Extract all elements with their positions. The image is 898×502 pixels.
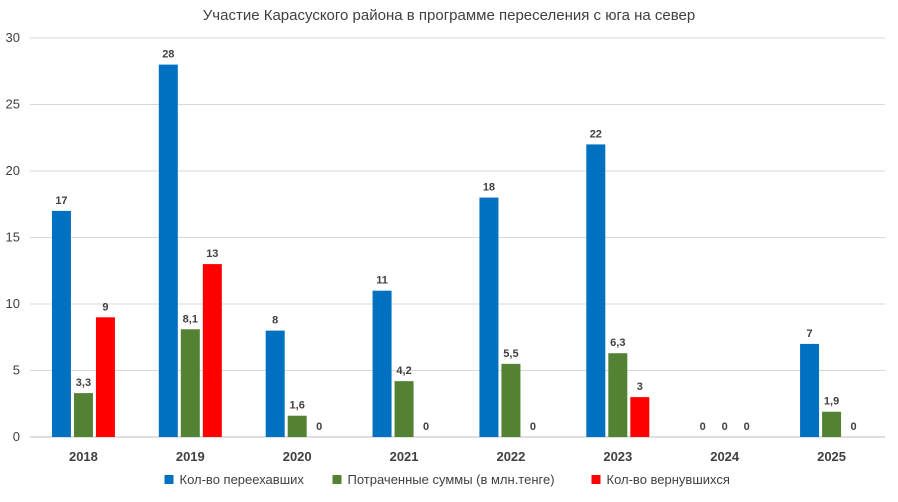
x-tick-label: 2019	[176, 449, 205, 464]
data-labels: 17 3,3 9 28 8,1 13 8 1,6 0 11 4,2 0 18 5,5 0 22 6,3 3 0 0 0 7…	[55, 49, 856, 433]
legend-label: Потраченные суммы (в млн.тенге)	[348, 472, 555, 487]
y-tick-label: 20	[6, 163, 20, 178]
legend-item: Кол-во вернувшихся	[591, 472, 730, 487]
legend-label: Кол-во переехавших	[180, 472, 305, 487]
bar	[158, 64, 178, 437]
bar	[630, 397, 650, 437]
data-label: 0	[423, 421, 429, 433]
x-tick-label: 2025	[817, 449, 846, 464]
data-label: 1,6	[290, 400, 305, 412]
bar	[95, 317, 115, 437]
y-axis-ticks: 0 5 10 15 20 25 30	[6, 30, 20, 444]
bar	[202, 264, 222, 437]
x-tick-label: 2021	[390, 449, 419, 464]
legend-swatch	[332, 475, 342, 484]
bar	[586, 144, 606, 437]
x-tick-label: 2022	[496, 449, 525, 464]
x-tick-label: 2024	[710, 449, 740, 464]
gridlines	[30, 37, 885, 438]
bar	[822, 411, 842, 437]
bar	[180, 329, 200, 437]
data-label: 8	[272, 315, 278, 327]
legend-swatch	[591, 475, 601, 484]
bar	[51, 210, 71, 437]
bar	[479, 197, 499, 437]
data-label: 18	[483, 182, 495, 194]
y-tick-label: 30	[6, 30, 20, 45]
data-label: 13	[206, 248, 218, 260]
chart-title: Участие Карасуского района в программе п…	[203, 7, 695, 24]
x-tick-label: 2020	[283, 449, 312, 464]
data-label: 17	[55, 195, 67, 207]
data-label: 28	[162, 49, 174, 61]
y-tick-label: 25	[6, 97, 20, 112]
bar	[287, 415, 307, 437]
legend-item: Кол-во переехавших	[164, 472, 305, 487]
bar	[73, 393, 93, 437]
data-label: 8,1	[183, 313, 198, 325]
data-label: 0	[700, 421, 706, 433]
data-label: 1,9	[824, 396, 839, 408]
data-label: 0	[722, 421, 728, 433]
data-label: 7	[807, 328, 813, 340]
y-tick-label: 15	[6, 230, 20, 245]
data-label: 11	[376, 275, 388, 287]
data-label: 0	[316, 421, 322, 433]
y-tick-label: 0	[13, 429, 20, 444]
data-label: 5,5	[503, 348, 518, 360]
legend-swatch	[164, 475, 174, 484]
legend-item: Потраченные суммы (в млн.тенге)	[332, 472, 555, 487]
bar	[372, 290, 392, 437]
bar	[265, 330, 285, 437]
legend: Кол-во переехавших Потраченные суммы (в м…	[164, 472, 730, 487]
bar	[394, 381, 414, 437]
legend-label: Кол-во вернувшихся	[607, 472, 730, 487]
data-label: 22	[590, 128, 602, 140]
data-label: 3,3	[76, 377, 91, 389]
x-tick-label: 2018	[69, 449, 98, 464]
y-tick-label: 5	[13, 363, 20, 378]
data-label: 6,3	[610, 337, 625, 349]
data-label: 0	[744, 421, 750, 433]
bar	[501, 363, 521, 437]
data-label: 4,2	[396, 365, 411, 377]
bars	[51, 64, 842, 437]
x-tick-label: 2023	[603, 449, 632, 464]
bar	[800, 343, 820, 437]
y-tick-label: 10	[6, 296, 20, 311]
bar	[608, 353, 628, 437]
data-label: 9	[102, 301, 108, 313]
data-label: 0	[530, 421, 536, 433]
data-label: 0	[851, 421, 857, 433]
data-label: 3	[637, 381, 643, 393]
x-axis-categories: 2018 2019 2020 2021 2022 2023 2024 2025	[69, 449, 846, 464]
